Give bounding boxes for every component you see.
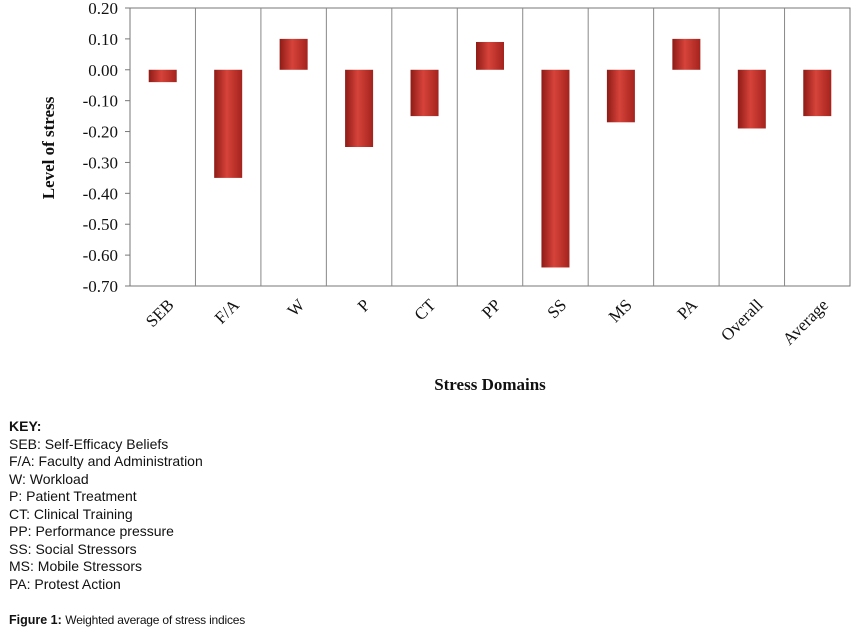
bar-w — [279, 38, 308, 70]
key-item-ct: CT: Clinical Training — [9, 505, 133, 522]
bar-p — [345, 69, 374, 147]
bar-chart: 0.20 0.10 0.00 -0.10 -0.20 -0.30 -0.40 -0.50 -0.… — [39, 0, 851, 394]
key-item-seb: SEB: Self-Efficacy Beliefs — [9, 435, 169, 452]
y-tick-label: -0.50 — [83, 215, 118, 234]
y-tick-label: -0.30 — [83, 153, 118, 172]
bar-pa — [672, 38, 701, 70]
y-tick-label: 0.00 — [88, 61, 118, 80]
x-tick-label: Overall — [717, 295, 767, 345]
bar-ct — [410, 69, 439, 117]
bar-pp — [476, 41, 504, 70]
x-tick-labels: SEB F/A W P CT PP SS MS PA Overall Average — [142, 295, 832, 349]
plot-frame — [129, 7, 851, 287]
x-tick-label: P — [354, 295, 374, 315]
y-tick-label: 0.10 — [88, 30, 118, 49]
x-tick-label: SS — [543, 295, 570, 322]
key-item-p: P: Patient Treatment — [9, 488, 137, 504]
bar-seb — [148, 69, 177, 83]
x-tick-label: CT — [411, 295, 440, 324]
bar-ss — [541, 69, 570, 268]
x-tick-label: Average — [779, 295, 832, 348]
x-tick-label: F/A — [211, 295, 244, 328]
x-tick-label: W — [284, 295, 309, 320]
caption-text: Weighted average of stress indices — [65, 613, 246, 627]
key-item-ss: SS: Social Stressors — [9, 540, 137, 557]
bar-average — [803, 69, 832, 117]
y-axis-label: Level of stress — [39, 96, 58, 199]
key-item-pp: PP: Performance pressure — [9, 523, 174, 539]
y-tick-label: -0.70 — [83, 277, 118, 296]
key-title: KEY: — [9, 418, 42, 434]
key-item-fa: F/A: Faculty and Administration — [9, 453, 203, 469]
x-axis-label: Stress Domains — [434, 375, 546, 394]
y-tick-label: -0.60 — [83, 246, 118, 265]
key-item-w: W: Workload — [9, 470, 89, 487]
grid-lines — [125, 7, 851, 287]
y-tick-label: -0.10 — [83, 92, 118, 111]
caption-label: Figure 1: — [9, 613, 62, 627]
key-item-ms: MS: Mobile Stressors — [9, 558, 143, 574]
y-tick-label: -0.40 — [83, 184, 118, 203]
x-tick-label: SEB — [142, 295, 177, 330]
y-tick-label: -0.20 — [83, 123, 118, 142]
y-tick-label: 0.20 — [88, 0, 118, 18]
bar-fa — [214, 69, 243, 178]
bars — [148, 38, 832, 268]
y-tick-labels: 0.20 0.10 0.00 -0.10 -0.20 -0.30 -0.40 -0.50 -0.… — [83, 0, 118, 296]
x-tick-label: PP — [478, 295, 505, 322]
x-tick-label: MS — [605, 295, 636, 326]
x-tick-label: PA — [673, 295, 701, 323]
key-item-pa: PA: Protest Action — [9, 575, 121, 592]
key-legend: KEY: SEB: Self-Efficacy Beliefs F/A: Fac… — [9, 418, 203, 593]
figure-caption: Figure 1: Weighted average of stress ind… — [9, 613, 245, 627]
bar-ms — [606, 69, 635, 123]
bar-overall — [737, 69, 766, 129]
